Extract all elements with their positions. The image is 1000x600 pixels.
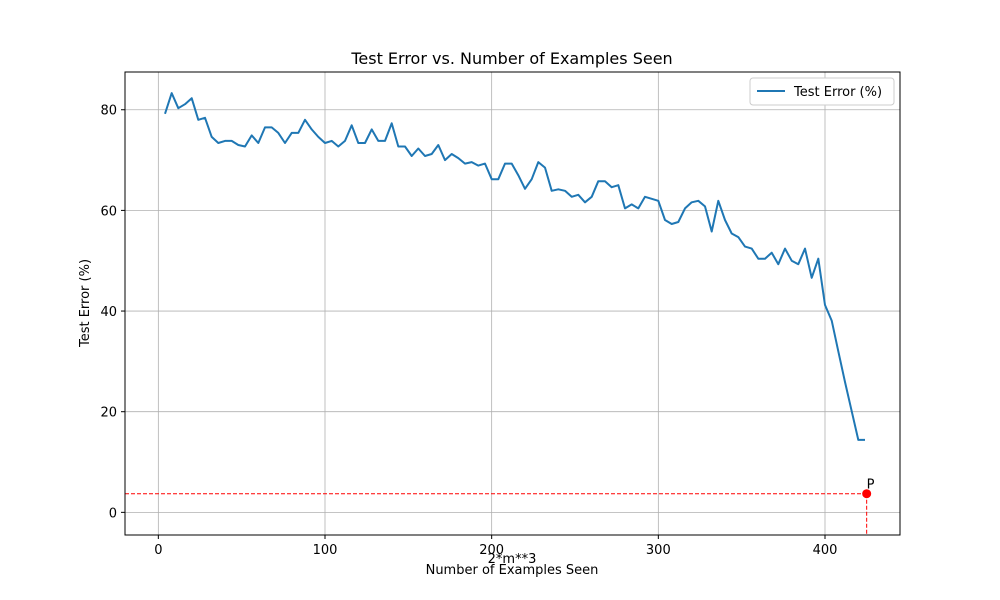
x-axis-annotation: 2*m**3 <box>488 552 537 567</box>
legend: Test Error (%) <box>749 77 895 106</box>
legend-box <box>749 77 895 106</box>
y-tick-label: 60 <box>100 204 117 219</box>
plot-area-frame <box>124 71 901 536</box>
x-tick-label: 200 <box>479 543 504 558</box>
marker-layer: P <box>862 478 875 499</box>
guide-lines <box>125 493 868 535</box>
x-axis-ticks: 0 100 200 300 400 <box>154 535 837 558</box>
x-tick-label: 100 <box>313 543 338 558</box>
y-axis-ticks: 0 20 40 60 80 <box>100 104 125 521</box>
series-layer <box>164 92 865 441</box>
series-line-test-error <box>164 92 865 441</box>
y-tick-label: 80 <box>100 104 117 119</box>
x-tick-label: 300 <box>646 543 671 558</box>
legend-label: Test Error (%) <box>793 85 882 100</box>
y-tick-label: 20 <box>100 406 117 421</box>
x-tick-label: 400 <box>813 543 838 558</box>
marked-point-label: P <box>867 478 875 493</box>
x-tick-label: 0 <box>154 543 162 558</box>
y-tick-label: 40 <box>100 305 117 320</box>
y-axis-title: Test Error (%) <box>78 259 93 348</box>
chart-title: Test Error vs. Number of Examples Seen <box>350 49 672 68</box>
marked-point <box>862 489 872 499</box>
grid <box>125 72 900 535</box>
y-tick-label: 0 <box>109 506 117 521</box>
x-axis-title: Number of Examples Seen <box>426 563 599 578</box>
